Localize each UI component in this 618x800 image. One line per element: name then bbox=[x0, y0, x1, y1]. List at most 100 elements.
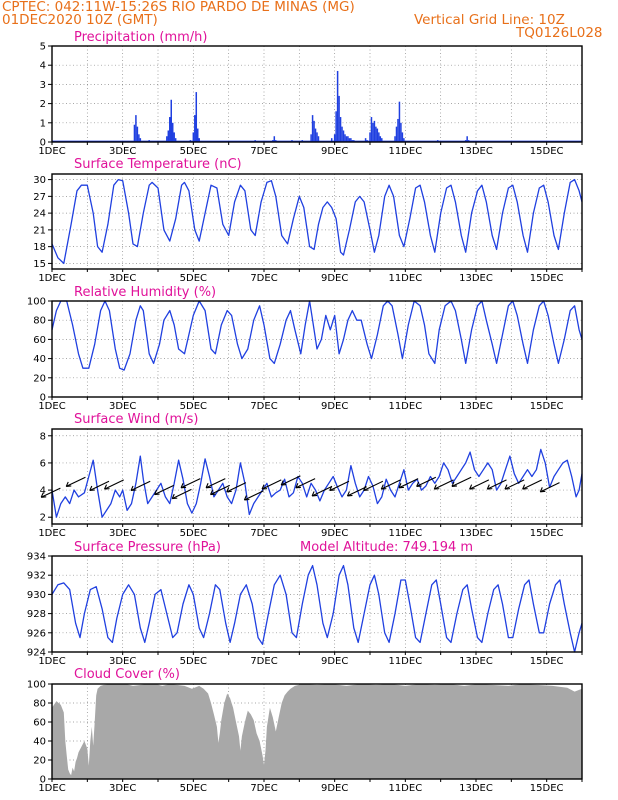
temp-ytick-label: 21 bbox=[33, 225, 46, 236]
temp-xtick-label: 11DEC bbox=[388, 273, 422, 284]
wind-direction-arrowhead bbox=[104, 488, 110, 490]
precip-bar bbox=[171, 122, 174, 142]
precip-bar bbox=[338, 95, 340, 142]
rh-frame bbox=[51, 300, 583, 398]
precip-bar bbox=[316, 132, 318, 142]
wind-direction-arrowhead bbox=[504, 488, 511, 490]
pres-frame bbox=[51, 555, 583, 653]
wind-direction-arrowhead bbox=[416, 481, 420, 487]
wind-ytick-label: 4 bbox=[40, 486, 46, 497]
rh-xtick-label: 13DEC bbox=[459, 401, 493, 412]
precip-bar bbox=[342, 130, 345, 142]
precip-ytick-label: 3 bbox=[40, 80, 46, 91]
pres-xtick-label: 13DEC bbox=[459, 656, 493, 667]
pres-line bbox=[51, 564, 583, 653]
temperature-panel: Surface Temperature (nC) 15 18 21 24 27 30 1DE… bbox=[33, 157, 583, 284]
wind-direction-arrowhead bbox=[451, 481, 455, 487]
run-date-header: 01DEC2020 10Z (GMT) bbox=[2, 12, 158, 28]
temp-xtick-label: 1DEC bbox=[38, 273, 65, 284]
rh-xtick-label: 5DEC bbox=[180, 401, 207, 412]
precip-bar bbox=[376, 128, 379, 142]
wind-direction-arrowhead bbox=[522, 488, 528, 490]
precip-bar bbox=[139, 138, 142, 142]
rh-ytick-label: 100 bbox=[27, 297, 46, 308]
cloud-cover-panel: Cloud Cover (%) 0 20 40 60 80 100 1DEC 3DEC 5DEC… bbox=[27, 667, 583, 794]
precip-bar bbox=[370, 117, 373, 142]
temp-xtick-label: 3DEC bbox=[109, 273, 136, 284]
wind-direction-arrowhead bbox=[522, 484, 526, 490]
wind-direction-arrowhead bbox=[281, 484, 287, 486]
wind-direction-arrowhead bbox=[65, 481, 69, 487]
wind-direction-arrowhead bbox=[311, 491, 315, 497]
wind-direction-arrowhead bbox=[104, 484, 108, 490]
precip-ytick-label: 2 bbox=[40, 99, 46, 110]
wind-direction-arrow bbox=[40, 487, 61, 498]
precipitation-title: Precipitation (mm/h) bbox=[74, 30, 207, 45]
wind-direction-arrowhead bbox=[181, 486, 187, 489]
wind-direction-arrowhead bbox=[469, 484, 473, 490]
precip-bar bbox=[133, 124, 136, 142]
precip-bar bbox=[135, 115, 137, 142]
precip-xtick-label: 13DEC bbox=[459, 146, 493, 157]
precip-bar bbox=[400, 122, 402, 142]
wind-direction-arrow bbox=[522, 479, 543, 490]
wind-direction-arrow bbox=[347, 486, 367, 497]
pres-xtick-label: 11DEC bbox=[388, 656, 422, 667]
precip-bar bbox=[166, 136, 168, 142]
precip-bar bbox=[381, 138, 383, 142]
temp-ytick-label: 15 bbox=[33, 259, 46, 270]
temp-xtick-label: 5DEC bbox=[180, 273, 207, 284]
precip-xtick-label: 15DEC bbox=[530, 146, 564, 157]
rh-ytick-label: 60 bbox=[33, 335, 46, 346]
cloud-ytick-label: 0 bbox=[40, 775, 46, 786]
rh-ytick-label: 40 bbox=[33, 354, 46, 365]
precip-bar bbox=[341, 126, 343, 142]
wind-direction-arrowhead bbox=[261, 484, 265, 490]
wind-direction-arrowhead bbox=[205, 483, 209, 488]
wind-direction-arrow bbox=[434, 479, 454, 490]
wind-direction-arrowhead bbox=[66, 485, 72, 487]
wind-direction-arrowhead bbox=[210, 489, 214, 495]
wind-xtick-label: 1DEC bbox=[38, 528, 65, 539]
wind-xtick-label: 15DEC bbox=[530, 528, 564, 539]
precip-bar bbox=[375, 126, 377, 142]
precip-bar bbox=[192, 132, 195, 142]
precip-bar bbox=[173, 132, 175, 142]
wind-direction-arrow bbox=[130, 480, 151, 491]
precip-bar bbox=[397, 118, 399, 142]
wind-direction-arrowhead bbox=[130, 485, 134, 491]
precip-bar bbox=[372, 122, 374, 142]
temp-xtick-label: 15DEC bbox=[530, 273, 564, 284]
wind-direction-arrowhead bbox=[398, 483, 402, 488]
precip-bar bbox=[194, 115, 196, 142]
wind-direction-arrowhead bbox=[540, 490, 546, 493]
wind-direction-arrow bbox=[504, 479, 525, 490]
temp-ytick-label: 27 bbox=[33, 192, 46, 203]
humidity-panel: Relative Humidity (%) 0 20 40 60 80 100 1DEC 3D… bbox=[27, 285, 583, 412]
cloud-xtick-label: 9DEC bbox=[321, 783, 348, 794]
wind-title: Surface Wind (m/s) bbox=[74, 412, 198, 427]
precip-bar bbox=[401, 132, 404, 142]
cloud-ytick-label: 80 bbox=[33, 699, 46, 710]
wind-direction-arrow bbox=[172, 488, 192, 500]
precip-bar bbox=[197, 128, 199, 142]
wind-direction-arrowhead bbox=[363, 485, 367, 491]
wind-direction-arrowhead bbox=[539, 487, 543, 493]
wind-direction-arrowhead bbox=[433, 484, 437, 490]
precip-bar bbox=[350, 138, 352, 142]
rh-ytick-label: 80 bbox=[33, 316, 46, 327]
wind-direction-arrowhead bbox=[261, 488, 268, 490]
temp-line bbox=[51, 178, 583, 265]
wind-direction-arrow bbox=[244, 490, 264, 501]
model-altitude-label: Model Altitude: 749.194 m bbox=[300, 540, 473, 555]
wind-direction-arrowhead bbox=[398, 486, 405, 489]
precip-bar bbox=[395, 126, 398, 142]
wind-xtick-label: 13DEC bbox=[459, 528, 493, 539]
wind-direction-arrowhead bbox=[486, 484, 490, 490]
precip-bar bbox=[311, 115, 314, 142]
wind-direction-arrowhead bbox=[295, 483, 299, 488]
location-header: CPTEC: 042:11W-15:26S RIO PARDO DE MINAS… bbox=[2, 0, 355, 15]
temp-ytick-label: 30 bbox=[33, 175, 46, 186]
wind-direction-arrow bbox=[154, 484, 175, 496]
